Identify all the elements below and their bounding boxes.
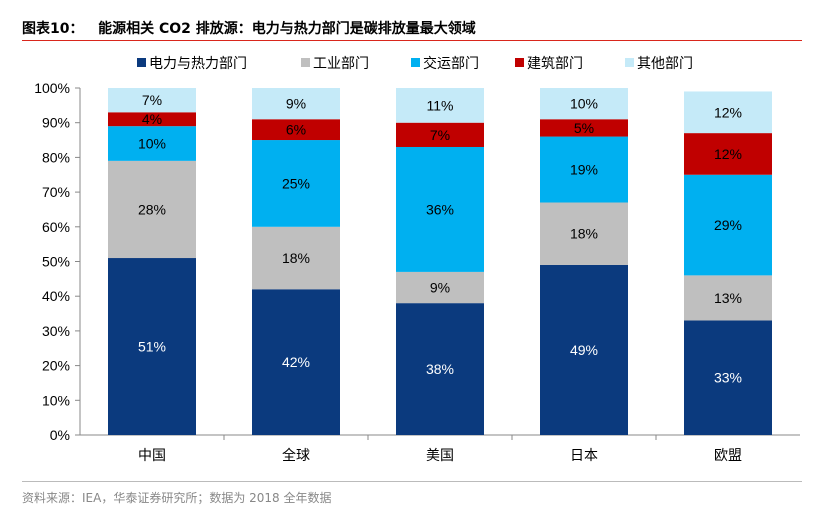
data-label: 13% <box>714 290 742 306</box>
legend-swatch <box>137 58 146 67</box>
category-label: 欧盟 <box>714 448 742 464</box>
bar-segment <box>396 146 484 272</box>
y-tick-label: 80% <box>42 149 70 165</box>
y-tick-label: 0% <box>50 427 70 443</box>
bar-segment <box>540 264 628 435</box>
data-label: 10% <box>138 136 166 152</box>
data-label: 51% <box>138 339 166 355</box>
bar-segment <box>108 160 196 259</box>
category-label: 日本 <box>570 448 598 464</box>
data-label: 49% <box>570 342 598 358</box>
bar-segment <box>252 88 340 120</box>
data-label: 5% <box>574 120 594 136</box>
data-label: 11% <box>427 97 454 113</box>
data-label: 6% <box>286 122 306 138</box>
y-tick-label: 100% <box>34 80 70 96</box>
data-label: 25% <box>282 175 310 191</box>
bar-segment <box>252 140 340 227</box>
data-label: 36% <box>426 201 454 217</box>
legend-label: 工业部门 <box>313 56 369 72</box>
y-tick-label: 50% <box>42 254 70 270</box>
bar-segment <box>684 133 772 175</box>
y-tick-label: 10% <box>42 392 70 408</box>
source-note: 资料来源：IEA，华泰证券研究所；数据为 2018 全年数据 <box>22 491 332 505</box>
y-tick-label: 60% <box>42 219 70 235</box>
bar-segment <box>396 303 484 435</box>
category-label: 全球 <box>282 447 310 464</box>
bar-segment <box>108 126 196 161</box>
data-label: 18% <box>282 250 310 266</box>
data-label: 9% <box>286 96 306 112</box>
source-divider <box>22 481 802 482</box>
data-label: 12% <box>714 146 742 162</box>
data-label: 7% <box>430 127 450 143</box>
bar-segment <box>684 275 772 321</box>
legend-swatch <box>301 58 310 67</box>
legend-label: 电力与热力部门 <box>149 56 247 72</box>
bar-segment <box>684 91 772 134</box>
bar-segment <box>684 320 772 435</box>
legend-swatch <box>515 58 524 67</box>
bar-segment <box>540 88 628 120</box>
y-tick-label: 90% <box>42 115 70 131</box>
data-label: 7% <box>142 92 162 108</box>
bar-segment <box>252 226 340 290</box>
data-label: 42% <box>282 354 310 370</box>
data-label: 18% <box>570 226 598 242</box>
legend-label: 交运部门 <box>423 55 479 72</box>
bar-segment <box>684 174 772 276</box>
category-label: 美国 <box>426 448 454 464</box>
title-divider <box>22 40 802 41</box>
bar-segment <box>540 202 628 265</box>
y-tick-label: 20% <box>42 358 70 374</box>
bar-segment <box>108 88 196 113</box>
bar-segment <box>108 258 196 435</box>
bar-segment <box>252 119 340 141</box>
y-tick-label: 40% <box>42 288 70 304</box>
bar-segment <box>396 271 484 304</box>
bar-segment <box>540 119 628 137</box>
y-tick-label: 30% <box>42 323 70 339</box>
bar-segment <box>252 289 340 435</box>
bar-segment <box>540 136 628 203</box>
data-label: 9% <box>430 280 450 296</box>
legend-label: 其他部门 <box>637 56 693 72</box>
legend-label: 建筑部门 <box>527 56 583 72</box>
data-label: 12% <box>714 104 742 120</box>
data-label: 4% <box>142 111 162 127</box>
category-label: 中国 <box>138 448 166 464</box>
data-label: 10% <box>570 96 598 112</box>
y-tick-label: 70% <box>42 184 70 200</box>
data-label: 38% <box>426 361 454 377</box>
data-label: 28% <box>138 201 166 217</box>
data-label: 19% <box>570 162 598 178</box>
bar-segment <box>396 88 484 123</box>
data-label: 29% <box>714 217 742 233</box>
figure-title: 图表10： 能源相关 CO2 排放源：电力与热力部门是碳排放量最大领域 <box>22 21 476 37</box>
legend-swatch <box>411 58 420 67</box>
bar-segment <box>108 112 196 127</box>
bar-segment <box>396 122 484 147</box>
data-label: 33% <box>714 370 742 386</box>
legend-swatch <box>625 58 634 67</box>
